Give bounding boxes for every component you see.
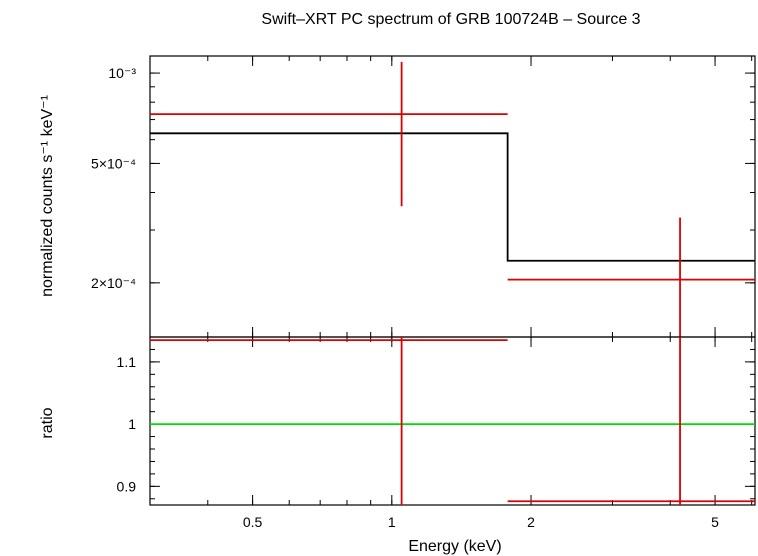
- ratio-frame: [149, 336, 756, 506]
- x-tick-label: 5: [711, 514, 719, 530]
- data-point: [150, 337, 508, 505]
- y-tick-label: 0.9: [117, 478, 137, 494]
- spectrum-frame: [149, 55, 756, 338]
- x-tick-label: 0.5: [243, 514, 263, 530]
- spectrum-panel: 10⁻³ 5×10⁻⁴ 2×10⁻⁴: [91, 55, 756, 338]
- y-tick-label: 2×10⁻⁴: [91, 275, 136, 291]
- spectrum-content: [150, 61, 755, 337]
- chart-title: Swift–XRT PC spectrum of GRB 100724B – S…: [261, 11, 640, 28]
- y-axis-label-ratio: ratio: [39, 407, 56, 438]
- x-axis-label: Energy (keV): [408, 538, 501, 555]
- y-tick-label: 5×10⁻⁴: [91, 155, 136, 171]
- ratio-panel: 1.1 1 0.9 0.5 1 2 5: [117, 336, 756, 530]
- model-step-line: [150, 132, 755, 262]
- ratio-content: [150, 337, 755, 505]
- x-tick-label: 2: [527, 514, 535, 530]
- x-tick-label: 1: [388, 514, 396, 530]
- y-tick-label: 1.1: [117, 354, 137, 370]
- data-point: [507, 337, 755, 505]
- data-point: [150, 61, 508, 207]
- y-tick-label: 10⁻³: [108, 65, 136, 81]
- y-axis-label-spectrum: normalized counts s⁻¹ keV⁻¹: [39, 95, 56, 297]
- y-tick-label: 1: [128, 416, 136, 432]
- data-point: [507, 217, 755, 337]
